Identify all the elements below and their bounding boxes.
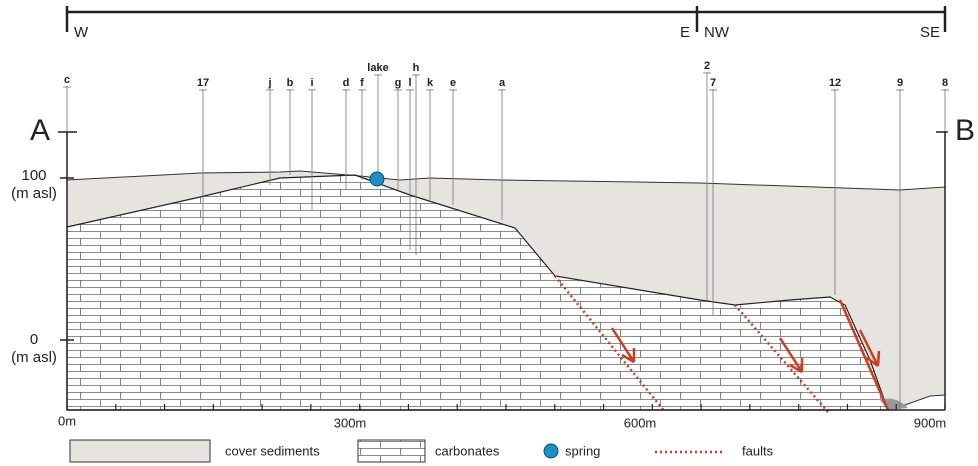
- distance-label: 600m: [624, 415, 657, 430]
- well-label: j: [267, 77, 271, 89]
- distance-label: 900m: [914, 415, 947, 430]
- well-label: c: [64, 74, 70, 86]
- well-label: b: [287, 77, 294, 89]
- elevation-unit: (m asl): [11, 349, 57, 366]
- well-label: g: [395, 77, 402, 89]
- elevation-unit: (m asl): [11, 185, 57, 202]
- well-label: 7: [710, 77, 716, 89]
- well-label: f: [360, 77, 364, 89]
- cross-section: W E NW SE c 17 j b i dflakeglhk e a 27 12 9 8 A B 1…: [0, 0, 978, 466]
- well-label: lake: [367, 62, 388, 74]
- well-label: e: [450, 77, 456, 89]
- section-start: A: [30, 114, 50, 147]
- legend-swatch: [358, 440, 425, 462]
- elevation-label: 100: [21, 167, 46, 184]
- spring: [370, 172, 384, 186]
- legend-swatch: [70, 440, 210, 462]
- legend-label: cover sediments: [225, 443, 320, 458]
- well-label: d: [343, 77, 350, 89]
- well-label: l: [408, 77, 411, 89]
- well-label: i: [310, 77, 313, 89]
- direction-label: NW: [704, 24, 730, 41]
- legend-label: faults: [742, 443, 774, 458]
- elevation-label: 0: [30, 331, 38, 348]
- well-label: h: [413, 62, 420, 74]
- well-label: 2: [704, 60, 710, 72]
- well-label: 17: [197, 77, 209, 89]
- direction-bar: [67, 6, 945, 32]
- direction-label: SE: [920, 24, 940, 41]
- legend-swatch: [544, 444, 558, 458]
- well-label: 8: [942, 77, 948, 89]
- well-label: k: [427, 77, 434, 89]
- legend: cover sediments carbonates spring faults: [70, 440, 774, 462]
- well-label: 9: [897, 77, 903, 89]
- section-end: B: [955, 114, 975, 147]
- direction-label: W: [74, 24, 89, 41]
- legend-label: carbonates: [435, 443, 500, 458]
- well-label: a: [499, 77, 506, 89]
- distance-label: 300m: [334, 415, 367, 430]
- well-label: 12: [829, 77, 841, 89]
- distance-label: 0m: [58, 413, 76, 428]
- legend-label: spring: [565, 443, 600, 458]
- direction-label: E: [680, 24, 690, 41]
